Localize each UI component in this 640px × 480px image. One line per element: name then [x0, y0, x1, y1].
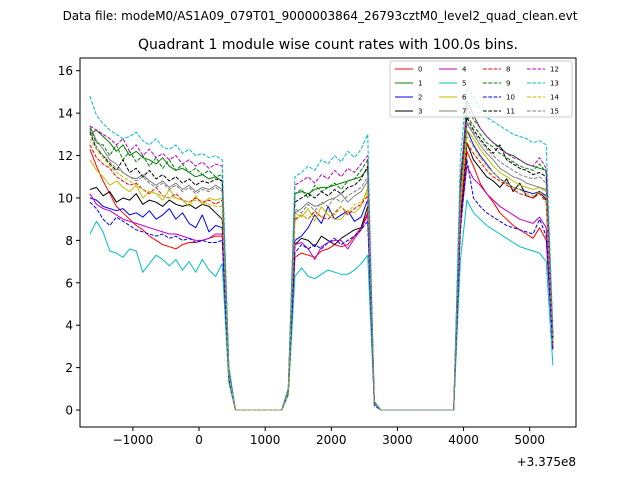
y-tick-label: 12 [58, 149, 73, 163]
legend-label-13: 13 [550, 80, 559, 88]
x-tick-label: 5000 [514, 433, 545, 447]
x-offset-label: +3.375e8 [517, 455, 576, 469]
series-line-15 [89, 121, 554, 411]
series-line-14 [89, 136, 554, 411]
series-layer [89, 87, 554, 411]
series-line-2 [89, 129, 554, 411]
series-line-13 [89, 87, 554, 411]
legend-label-7: 7 [462, 108, 466, 116]
legend-label-4: 4 [462, 66, 467, 74]
y-tick-label: 16 [58, 64, 73, 78]
x-tick-label: −1000 [113, 433, 154, 447]
legend-label-10: 10 [506, 94, 515, 102]
plot-frame [79, 57, 577, 428]
y-tick-label: 2 [65, 361, 73, 375]
legend-label-3: 3 [418, 108, 422, 116]
series-line-8 [89, 142, 554, 411]
legend-label-0: 0 [418, 66, 422, 74]
series-line-6 [89, 129, 554, 411]
x-tick-label: 1000 [250, 433, 281, 447]
x-tick-label: 0 [195, 433, 203, 447]
x-axis: −1000 0 1000 2000 3000 4000 5000 [113, 427, 545, 447]
legend-label-12: 12 [550, 66, 559, 74]
x-tick-label: 2000 [316, 433, 347, 447]
x-tick-label: 4000 [448, 433, 479, 447]
series-line-0 [89, 149, 554, 411]
y-tick-label: 8 [65, 234, 73, 248]
legend-label-1: 1 [418, 80, 422, 88]
series-line-7 [89, 123, 554, 411]
legend-label-9: 9 [506, 80, 510, 88]
legend-label-14: 14 [550, 94, 559, 102]
legend-label-11: 11 [506, 108, 515, 116]
x-tick-label: 3000 [382, 433, 413, 447]
legend-label-8: 8 [506, 66, 510, 74]
series-line-4 [89, 165, 554, 411]
legend-label-5: 5 [462, 80, 466, 88]
y-tick-label: 0 [65, 404, 73, 418]
y-tick-label: 4 [65, 319, 73, 333]
y-tick-label: 6 [65, 276, 73, 290]
y-tick-label: 10 [58, 191, 73, 205]
legend-label-6: 6 [462, 94, 467, 102]
series-line-5 [89, 199, 554, 411]
series-line-12 [89, 106, 554, 411]
series-line-3 [89, 142, 554, 411]
legend-label-15: 15 [550, 108, 559, 116]
chart-title: Quadrant 1 module wise count rates with … [138, 37, 518, 53]
series-line-11 [89, 116, 554, 411]
y-tick-label: 14 [58, 107, 73, 121]
series-line-10 [89, 159, 554, 411]
y-axis: 0 2 4 6 8 10 12 14 16 [58, 64, 80, 418]
legend-box [389, 60, 573, 118]
figure-suptitle: Data file: modeM0/AS1A09_079T01_90000038… [63, 9, 578, 23]
legend-label-2: 2 [418, 94, 422, 102]
